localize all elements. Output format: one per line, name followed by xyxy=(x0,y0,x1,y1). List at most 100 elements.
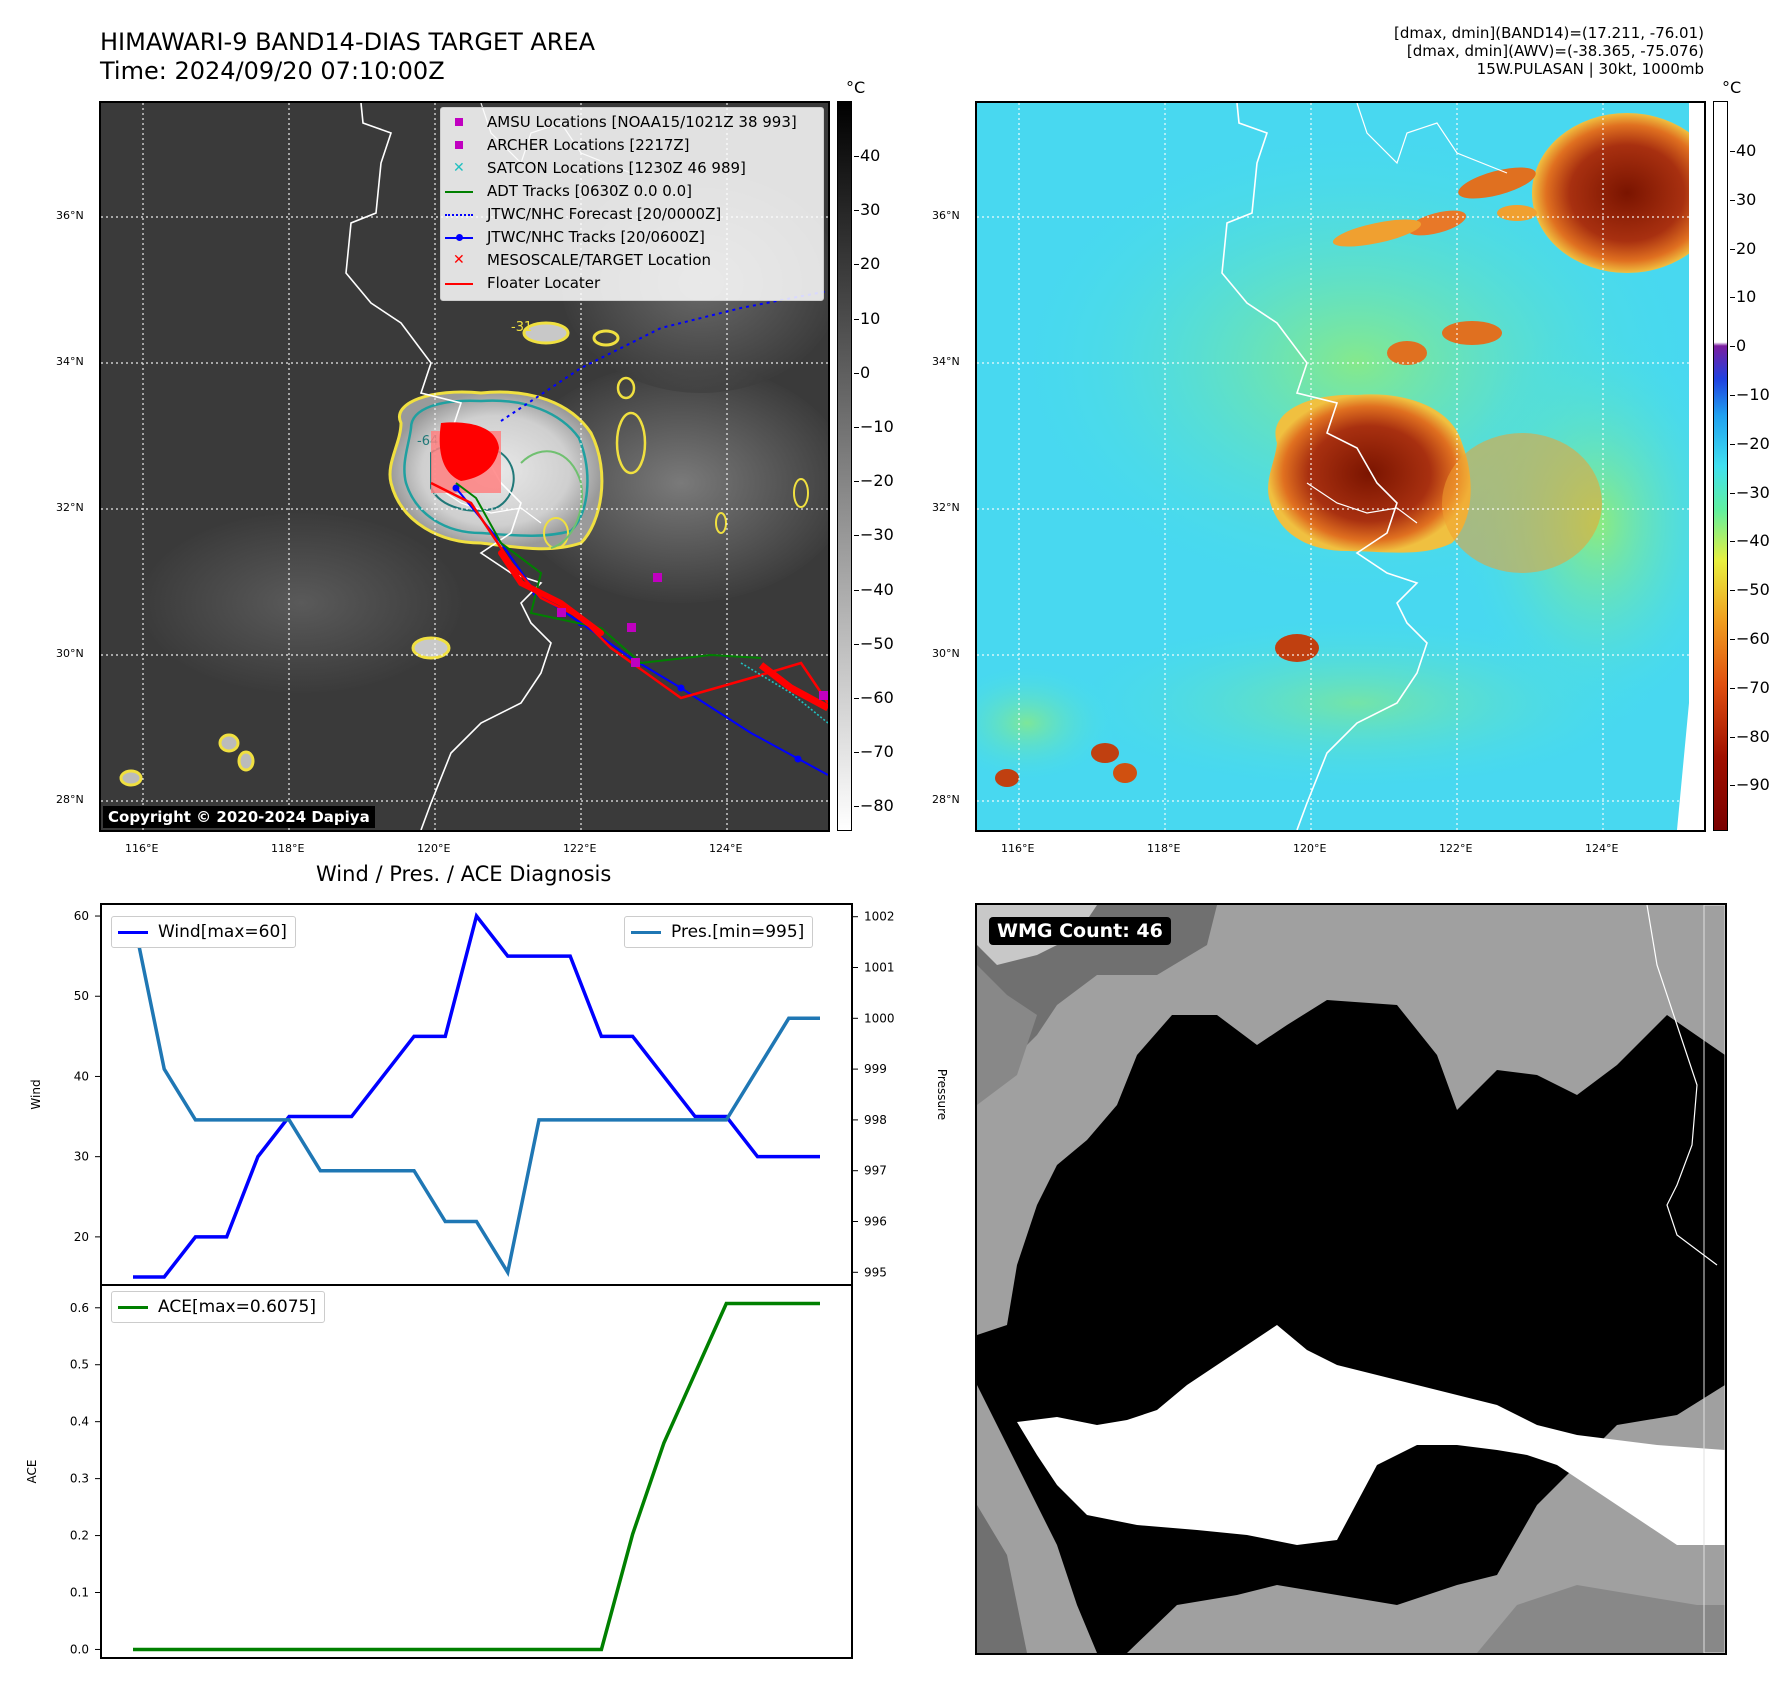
colorbar-left xyxy=(837,101,852,831)
ace-tick-label: 0.5 xyxy=(70,1358,89,1372)
lat-label: 28°N xyxy=(56,793,84,806)
figure-title: HIMAWARI-9 BAND14-DIAS TARGET AREA Time:… xyxy=(100,28,595,86)
colorbar-tick xyxy=(1730,590,1735,592)
wmg-panel: WMG Count: 46 xyxy=(975,903,1727,1655)
colorbar-tick xyxy=(1730,346,1735,348)
pressure-tick-label: 1001 xyxy=(864,961,895,975)
square-marker-icon xyxy=(455,141,463,149)
x-marker-icon: ✕ xyxy=(453,252,465,268)
ace-tick-label: 0.2 xyxy=(70,1529,89,1543)
colorbar-tick-label: 0 xyxy=(1736,336,1747,356)
info-line-3: 15W.PULASAN | 30kt, 1000mb xyxy=(1476,60,1704,78)
ace-plot-frame xyxy=(100,1284,853,1659)
colorbar-tick xyxy=(854,535,859,537)
lon-label: 122°E xyxy=(1439,842,1473,855)
awv-map-image xyxy=(977,103,1704,830)
colorbar-tick xyxy=(1730,151,1735,152)
colorbar-tick-label: −50 xyxy=(860,633,894,653)
ace-tick-label: 0.1 xyxy=(70,1586,89,1600)
ace-series-line xyxy=(133,1301,820,1652)
colorbar-tick xyxy=(854,806,859,808)
colorbar-tick-label: −20 xyxy=(860,471,894,491)
title-line-1: HIMAWARI-9 BAND14-DIAS TARGET AREA xyxy=(100,28,596,56)
colorbar-tick xyxy=(1730,639,1735,640)
lon-label: 122°E xyxy=(563,842,597,855)
colorbar-tick-label: −90 xyxy=(1736,775,1770,795)
wind-tick-label: 60 xyxy=(74,909,89,923)
colorbar-tick xyxy=(1730,492,1735,494)
colorbar-tick-label: −60 xyxy=(860,688,894,707)
pressure-legend: Pres.[min=995] xyxy=(624,916,814,948)
lon-label: 124°E xyxy=(1585,842,1619,855)
colorbar-tick-label: −10 xyxy=(860,417,894,436)
legend-line-icon xyxy=(631,930,661,934)
colorbar-tick xyxy=(1730,736,1735,738)
colorbar-tick xyxy=(854,210,859,212)
lat-label: 34°N xyxy=(56,355,84,368)
lat-label: 34°N xyxy=(932,355,960,368)
colorbar-tick xyxy=(854,698,859,699)
pressure-tick-label: 998 xyxy=(864,1113,887,1127)
colorbar-tick-label: −40 xyxy=(1736,531,1770,551)
info-line-1: [dmax, dmin](BAND14)=(17.211, -76.01) xyxy=(1393,24,1704,42)
colorbar-tick xyxy=(854,318,859,320)
lat-label: 36°N xyxy=(932,209,960,222)
pressure-tick-label: 995 xyxy=(864,1265,887,1279)
pressure-tick-label: 1000 xyxy=(864,1011,895,1025)
lat-label: 36°N xyxy=(56,209,84,222)
colorbar-tick-label: −80 xyxy=(860,796,894,816)
wind-pressure-plot-frame xyxy=(100,903,853,1286)
colorbar-tick xyxy=(1730,443,1735,445)
line-marker-icon xyxy=(445,283,473,285)
wind-axis-label: Wind xyxy=(29,1079,43,1109)
colorbar-tick-label: 30 xyxy=(1736,189,1757,209)
colorbar-tick-label: 30 xyxy=(860,200,881,220)
wind-legend: Wind[max=60] xyxy=(111,916,296,948)
ace-tick-label: 0.6 xyxy=(70,1301,89,1315)
colorbar-tick xyxy=(854,156,859,157)
lat-label: 32°N xyxy=(56,501,84,514)
wind-series-line xyxy=(133,912,820,1279)
wind-tick-label: 50 xyxy=(74,989,89,1003)
colorbar-tick-label: −30 xyxy=(860,525,894,545)
title-line-2: Time: 2024/09/20 07:10:00Z xyxy=(100,57,445,85)
awv-map-panel xyxy=(975,101,1706,832)
lon-label: 118°E xyxy=(1147,842,1181,855)
colorbar-tick-label: 0 xyxy=(860,362,871,382)
colorbar-tick xyxy=(1730,297,1735,299)
lat-label: 32°N xyxy=(932,501,960,514)
dotted-line-icon xyxy=(445,214,473,216)
colorbar-tick-label: −10 xyxy=(1736,385,1770,404)
colorbar-tick-label: −70 xyxy=(860,742,894,762)
pressure-axis-label: Pressure xyxy=(935,1069,949,1120)
colorbar-tick-label: −50 xyxy=(1736,580,1770,600)
colorbar-tick-label: −70 xyxy=(1736,677,1770,697)
colorbar-tick xyxy=(1730,785,1735,787)
wind-tick-label: 40 xyxy=(74,1069,89,1083)
lon-label: 116°E xyxy=(1001,842,1035,855)
copyright-label: Copyright © 2020-2024 Dapiya xyxy=(103,806,375,828)
colorbar-tick-label: 20 xyxy=(860,254,881,274)
colorbar-tick xyxy=(1730,395,1735,396)
pressure-tick-label: 996 xyxy=(864,1215,887,1229)
lat-label: 28°N xyxy=(932,793,960,806)
colorbar-tick xyxy=(854,481,859,483)
colorbar-tick xyxy=(1730,541,1735,543)
lat-label: 30°N xyxy=(932,647,960,660)
info-line-2: [dmax, dmin](AWV)=(-38.365, -75.076) xyxy=(1406,42,1704,60)
wmg-image xyxy=(977,905,1725,1653)
pressure-series-line xyxy=(131,916,820,1277)
square-marker-icon xyxy=(455,118,463,126)
colorbar-unit: °C xyxy=(846,78,866,97)
ir-map-panel: -31 -64 xyxy=(99,101,830,832)
diagnosis-title: Wind / Pres. / ACE Diagnosis xyxy=(316,862,612,886)
lon-label: 124°E xyxy=(709,842,743,855)
ace-tick-label: 0.4 xyxy=(70,1415,89,1429)
colorbar-tick-label: −80 xyxy=(1736,726,1770,746)
colorbar-tick-label: 20 xyxy=(1736,238,1757,258)
colorbar-tick xyxy=(1730,687,1735,689)
ace-tick-label: 0.0 xyxy=(70,1642,89,1656)
lon-label: 120°E xyxy=(1293,842,1327,855)
colorbar-tick-label: −20 xyxy=(1736,433,1770,453)
x-marker-icon: ✕ xyxy=(453,160,465,176)
